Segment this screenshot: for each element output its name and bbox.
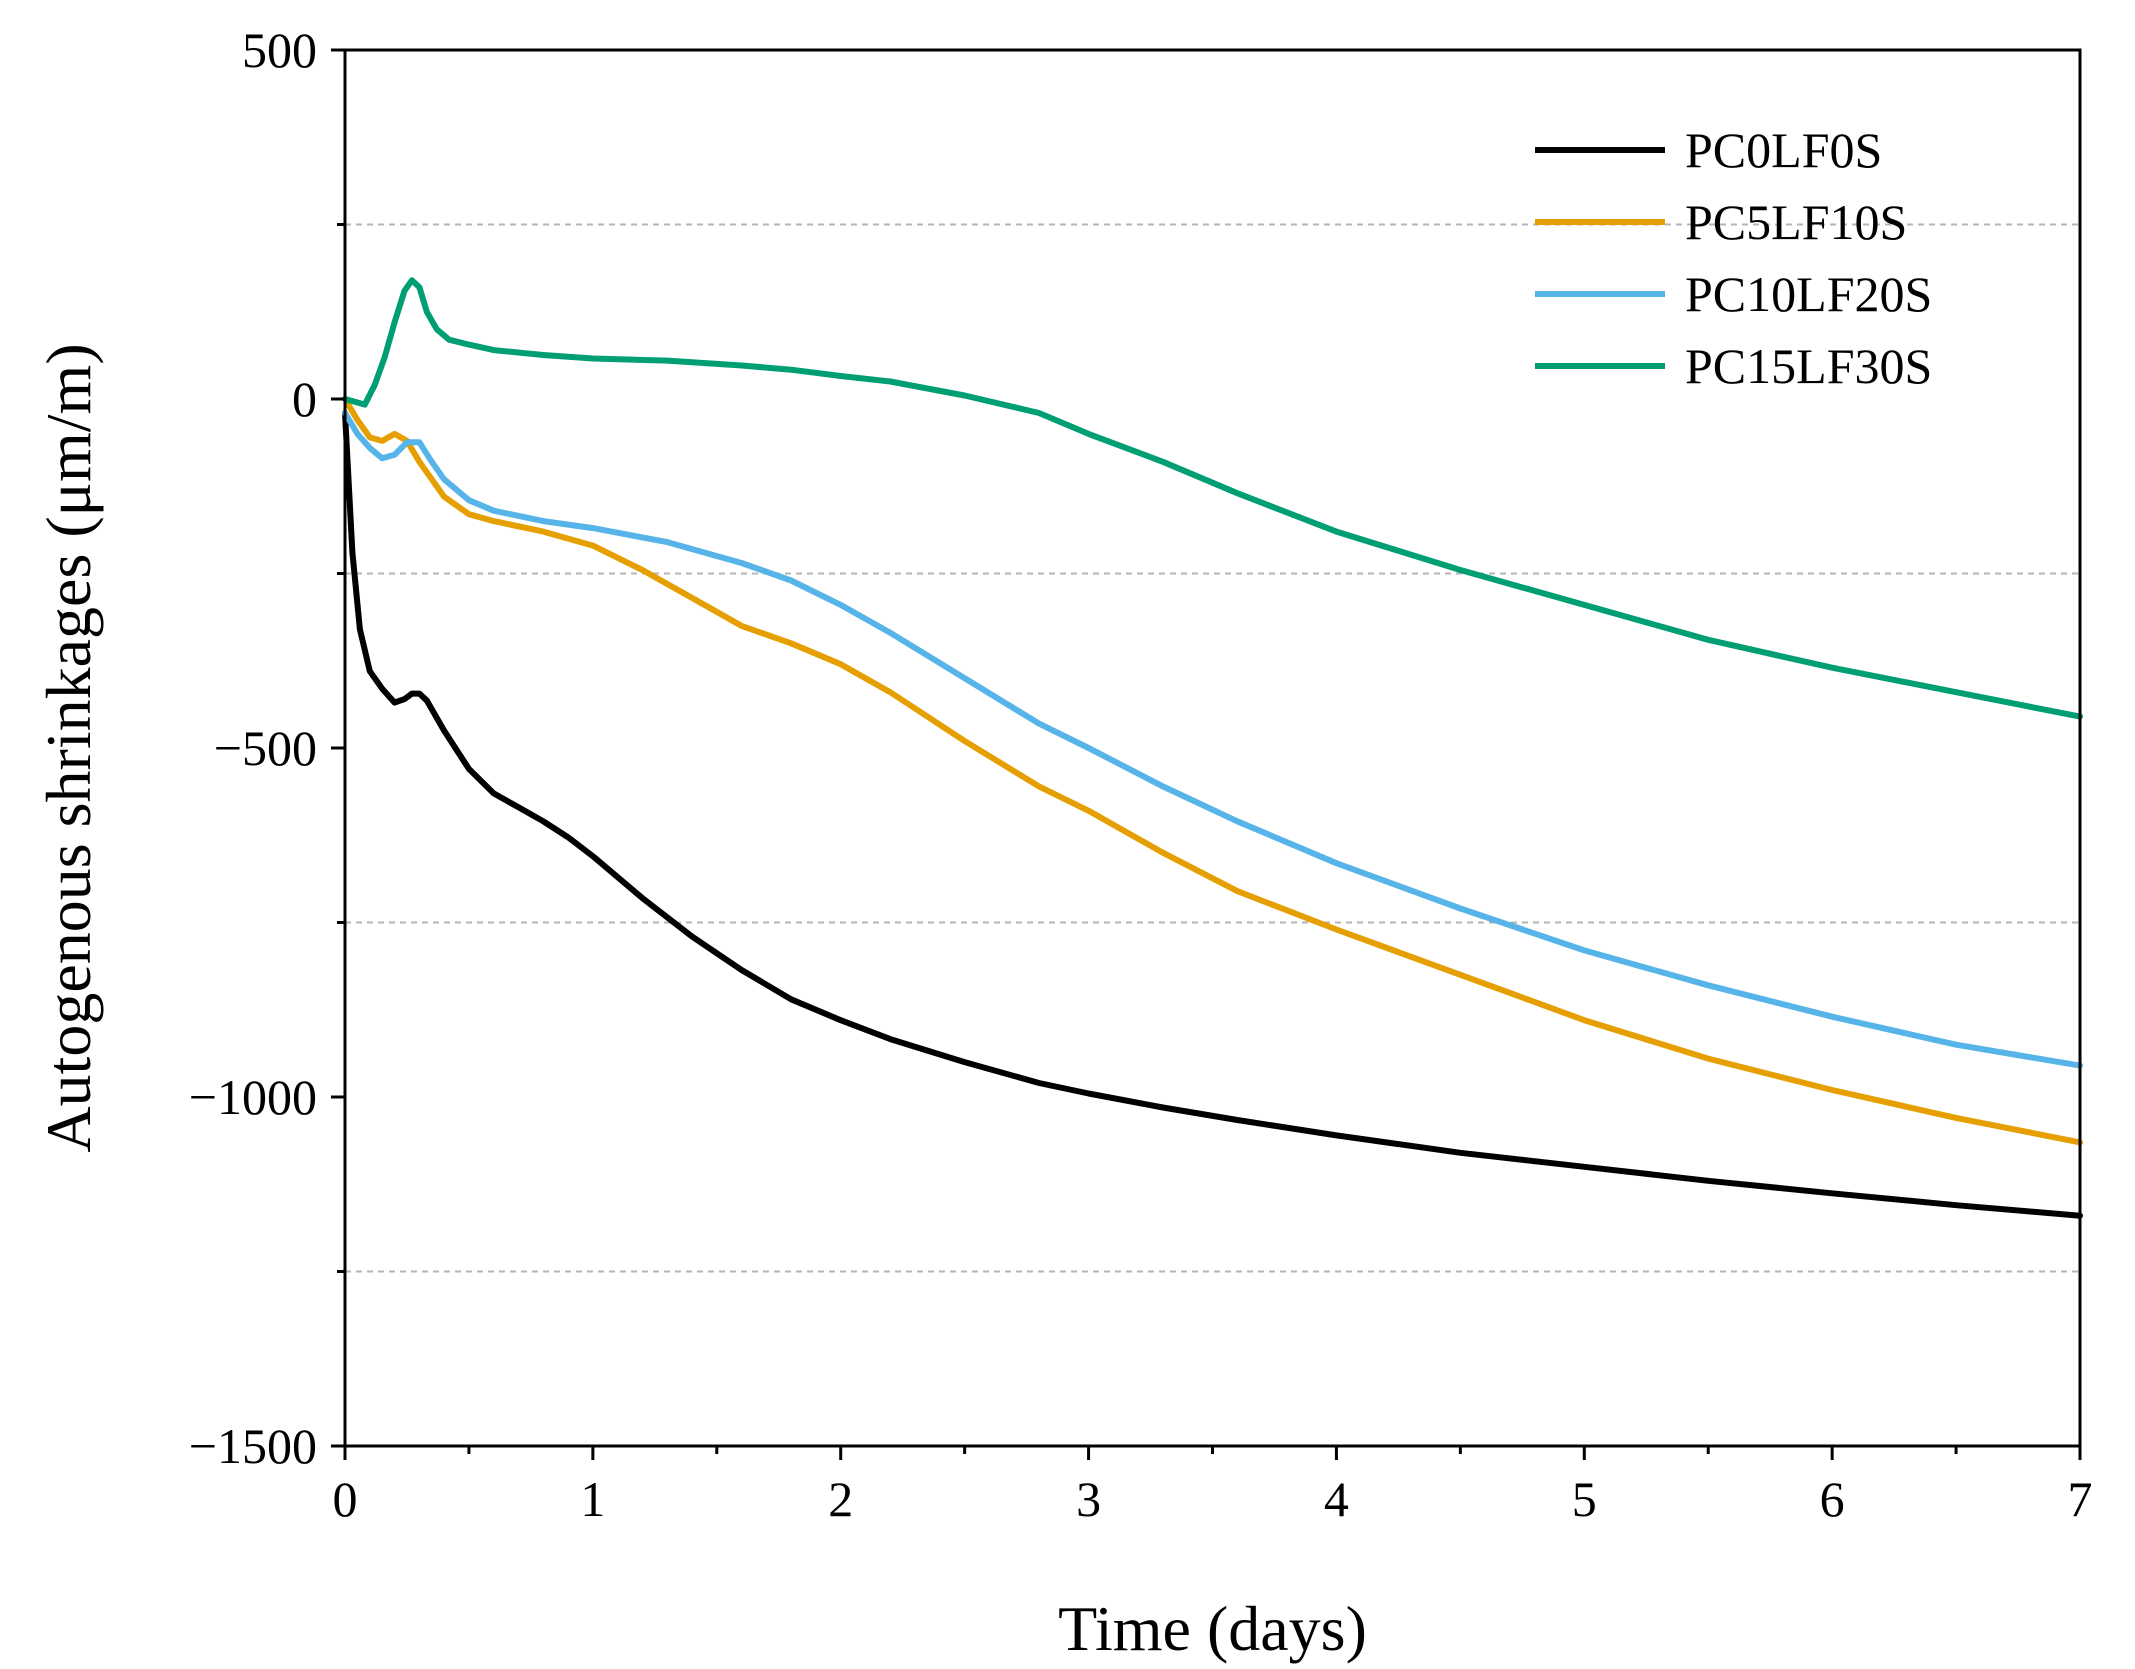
series-line-pc15lf30s (342, 277, 2083, 720)
plot-area-frame (343, 48, 2082, 1448)
x-tick-label: 4 (1324, 1471, 1349, 1527)
series-lines (342, 277, 2083, 1219)
x-tick-label: 2 (828, 1471, 853, 1527)
grid-lines (345, 223, 2080, 1273)
y-tick-label: 0 (292, 371, 317, 427)
axis-ticks (331, 48, 2082, 1460)
x-axis-title: Time (days) (1058, 1593, 1367, 1664)
x-tick-label: 1 (580, 1471, 605, 1527)
series-line-pc0lf0s (342, 410, 2083, 1219)
y-axis-title: Autogenous shrinkages (μm/m) (33, 343, 104, 1152)
y-tick-label: −500 (214, 720, 317, 776)
y-tick-label: 500 (242, 22, 317, 78)
legend-label: PC15LF30S (1685, 338, 1932, 394)
y-tick-label: −1000 (189, 1069, 317, 1125)
x-tick-label: 7 (2068, 1471, 2093, 1527)
x-tick-label: 3 (1076, 1471, 1101, 1527)
x-tick-labels: 0 1 2 3 4 5 6 7 (333, 1471, 2093, 1527)
y-tick-label: −1500 (189, 1418, 317, 1474)
legend-label: PC5LF10S (1685, 194, 1907, 250)
x-tick-label: 6 (1820, 1471, 1845, 1527)
y-tick-labels: 500 0 −500 −1000 −1500 (189, 22, 317, 1474)
series-line-pc10lf20s (342, 410, 2083, 1069)
x-tick-label: 0 (333, 1471, 358, 1527)
legend-label: PC10LF20S (1685, 266, 1932, 322)
legend-label: PC0LF0S (1685, 122, 1882, 178)
x-tick-label: 5 (1572, 1471, 1597, 1527)
series-line-pc5lf10s (342, 396, 2083, 1146)
legend: PC0LF0S PC5LF10S PC10LF20S PC15LF30S (1535, 122, 1932, 394)
